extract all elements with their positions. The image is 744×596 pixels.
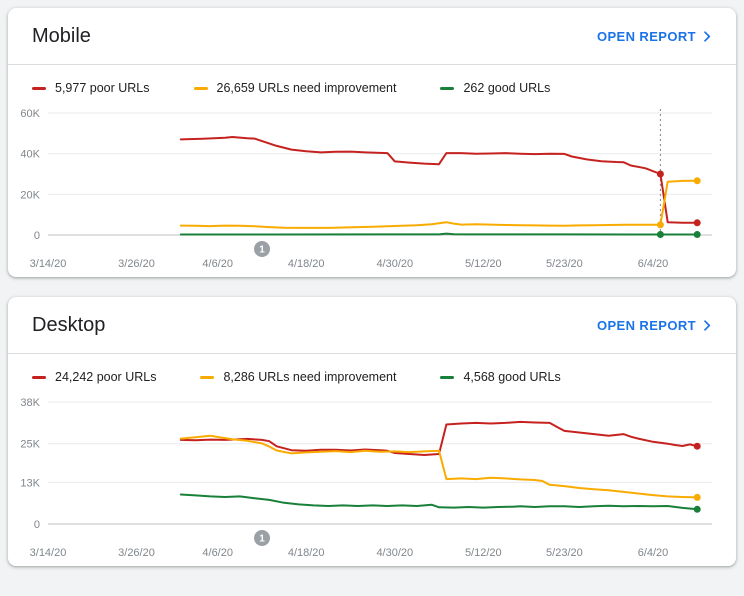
- desktop-line-chart[interactable]: 0 13K 25K 38K 3/14/20 3/26/20 4/6/20 4/18/20 4/3…: [8, 386, 736, 566]
- svg-text:4/30/20: 4/30/20: [376, 547, 413, 559]
- legend-item-poor: 5,977 poor URLs: [32, 81, 150, 95]
- legend-swatch-good: [440, 86, 455, 90]
- legend-swatch-poor: [32, 86, 46, 90]
- legend-item-needs-improvement: 8,286 URLs need improvement: [200, 370, 396, 384]
- legend-label-good: 262 good URLs: [463, 81, 551, 95]
- legend-swatch-needs-improvement: [193, 86, 208, 90]
- legend-swatch-needs-improvement: [200, 375, 215, 379]
- legend-label-poor: 5,977 poor URLs: [55, 81, 150, 95]
- svg-text:20K: 20K: [20, 189, 40, 201]
- svg-text:4/18/20: 4/18/20: [288, 258, 325, 270]
- svg-text:4/6/20: 4/6/20: [202, 547, 233, 559]
- legend-swatch-good: [440, 375, 455, 379]
- mobile-chart-svg[interactable]: 0 20K 40K 60K 3/14/20 3/26/20 4/6/20 4/18/20 4/3…: [8, 103, 736, 275]
- legend-item-good: 4,568 good URLs: [440, 370, 561, 384]
- desktop-chart-svg[interactable]: 0 13K 25K 38K 3/14/20 3/26/20 4/6/20 4/18/20 4/3…: [8, 392, 736, 564]
- open-report-label: OPEN REPORT: [596, 28, 696, 44]
- svg-text:0: 0: [34, 230, 40, 242]
- chevron-right-icon: [704, 30, 711, 42]
- svg-text:3/26/20: 3/26/20: [118, 258, 155, 270]
- svg-text:3/14/20: 3/14/20: [30, 547, 67, 559]
- svg-text:25K: 25K: [20, 439, 40, 451]
- legend-item-good: 262 good URLs: [440, 81, 550, 95]
- mobile-card-header: Mobile OPEN REPORT: [8, 8, 736, 65]
- svg-text:1: 1: [259, 245, 265, 256]
- legend-item-poor: 24,242 poor URLs: [32, 370, 156, 384]
- chevron-right-icon: [704, 319, 711, 331]
- legend-item-needs-improvement: 26,659 URLs need improvement: [193, 81, 397, 95]
- svg-text:3/14/20: 3/14/20: [30, 258, 67, 270]
- mobile-line-chart[interactable]: 0 20K 40K 60K 3/14/20 3/26/20 4/6/20 4/18/20 4/3…: [8, 97, 736, 277]
- svg-text:1: 1: [259, 534, 265, 545]
- svg-text:60K: 60K: [20, 108, 40, 120]
- legend-label-needs-improvement: 8,286 URLs need improvement: [223, 370, 397, 384]
- svg-text:5/12/20: 5/12/20: [465, 258, 502, 270]
- svg-text:0: 0: [34, 519, 40, 531]
- svg-text:5/12/20: 5/12/20: [465, 547, 502, 559]
- open-report-link-mobile[interactable]: OPEN REPORT: [597, 29, 712, 44]
- legend-label-needs-improvement: 26,659 URLs need improvement: [216, 81, 397, 95]
- svg-text:5/23/20: 5/23/20: [546, 258, 583, 270]
- svg-text:4/18/20: 4/18/20: [288, 547, 325, 559]
- card-title-desktop: Desktop: [32, 314, 106, 336]
- svg-text:13K: 13K: [20, 477, 40, 489]
- mobile-legend: 5,977 poor URLs 26,659 URLs need improve…: [8, 65, 736, 97]
- card-title-mobile: Mobile: [32, 25, 91, 47]
- legend-swatch-poor: [32, 375, 46, 379]
- legend-label-poor: 24,242 poor URLs: [55, 370, 157, 384]
- mobile-card: Mobile OPEN REPORT 5,977 poor URLs 26,65…: [8, 8, 736, 277]
- svg-text:6/4/20: 6/4/20: [638, 547, 669, 559]
- open-report-link-desktop[interactable]: OPEN REPORT: [597, 318, 712, 333]
- svg-text:40K: 40K: [20, 149, 40, 161]
- legend-label-good: 4,568 good URLs: [463, 370, 561, 384]
- open-report-label: OPEN REPORT: [596, 317, 696, 333]
- svg-text:4/6/20: 4/6/20: [202, 258, 233, 270]
- desktop-legend: 24,242 poor URLs 8,286 URLs need improve…: [8, 354, 736, 386]
- svg-text:4/30/20: 4/30/20: [376, 258, 413, 270]
- svg-text:6/4/20: 6/4/20: [638, 258, 669, 270]
- svg-text:5/23/20: 5/23/20: [546, 547, 583, 559]
- svg-text:3/26/20: 3/26/20: [118, 547, 155, 559]
- desktop-card-header: Desktop OPEN REPORT: [8, 297, 736, 354]
- desktop-card: Desktop OPEN REPORT 24,242 poor URLs 8,2…: [8, 297, 736, 566]
- svg-text:38K: 38K: [20, 397, 40, 409]
